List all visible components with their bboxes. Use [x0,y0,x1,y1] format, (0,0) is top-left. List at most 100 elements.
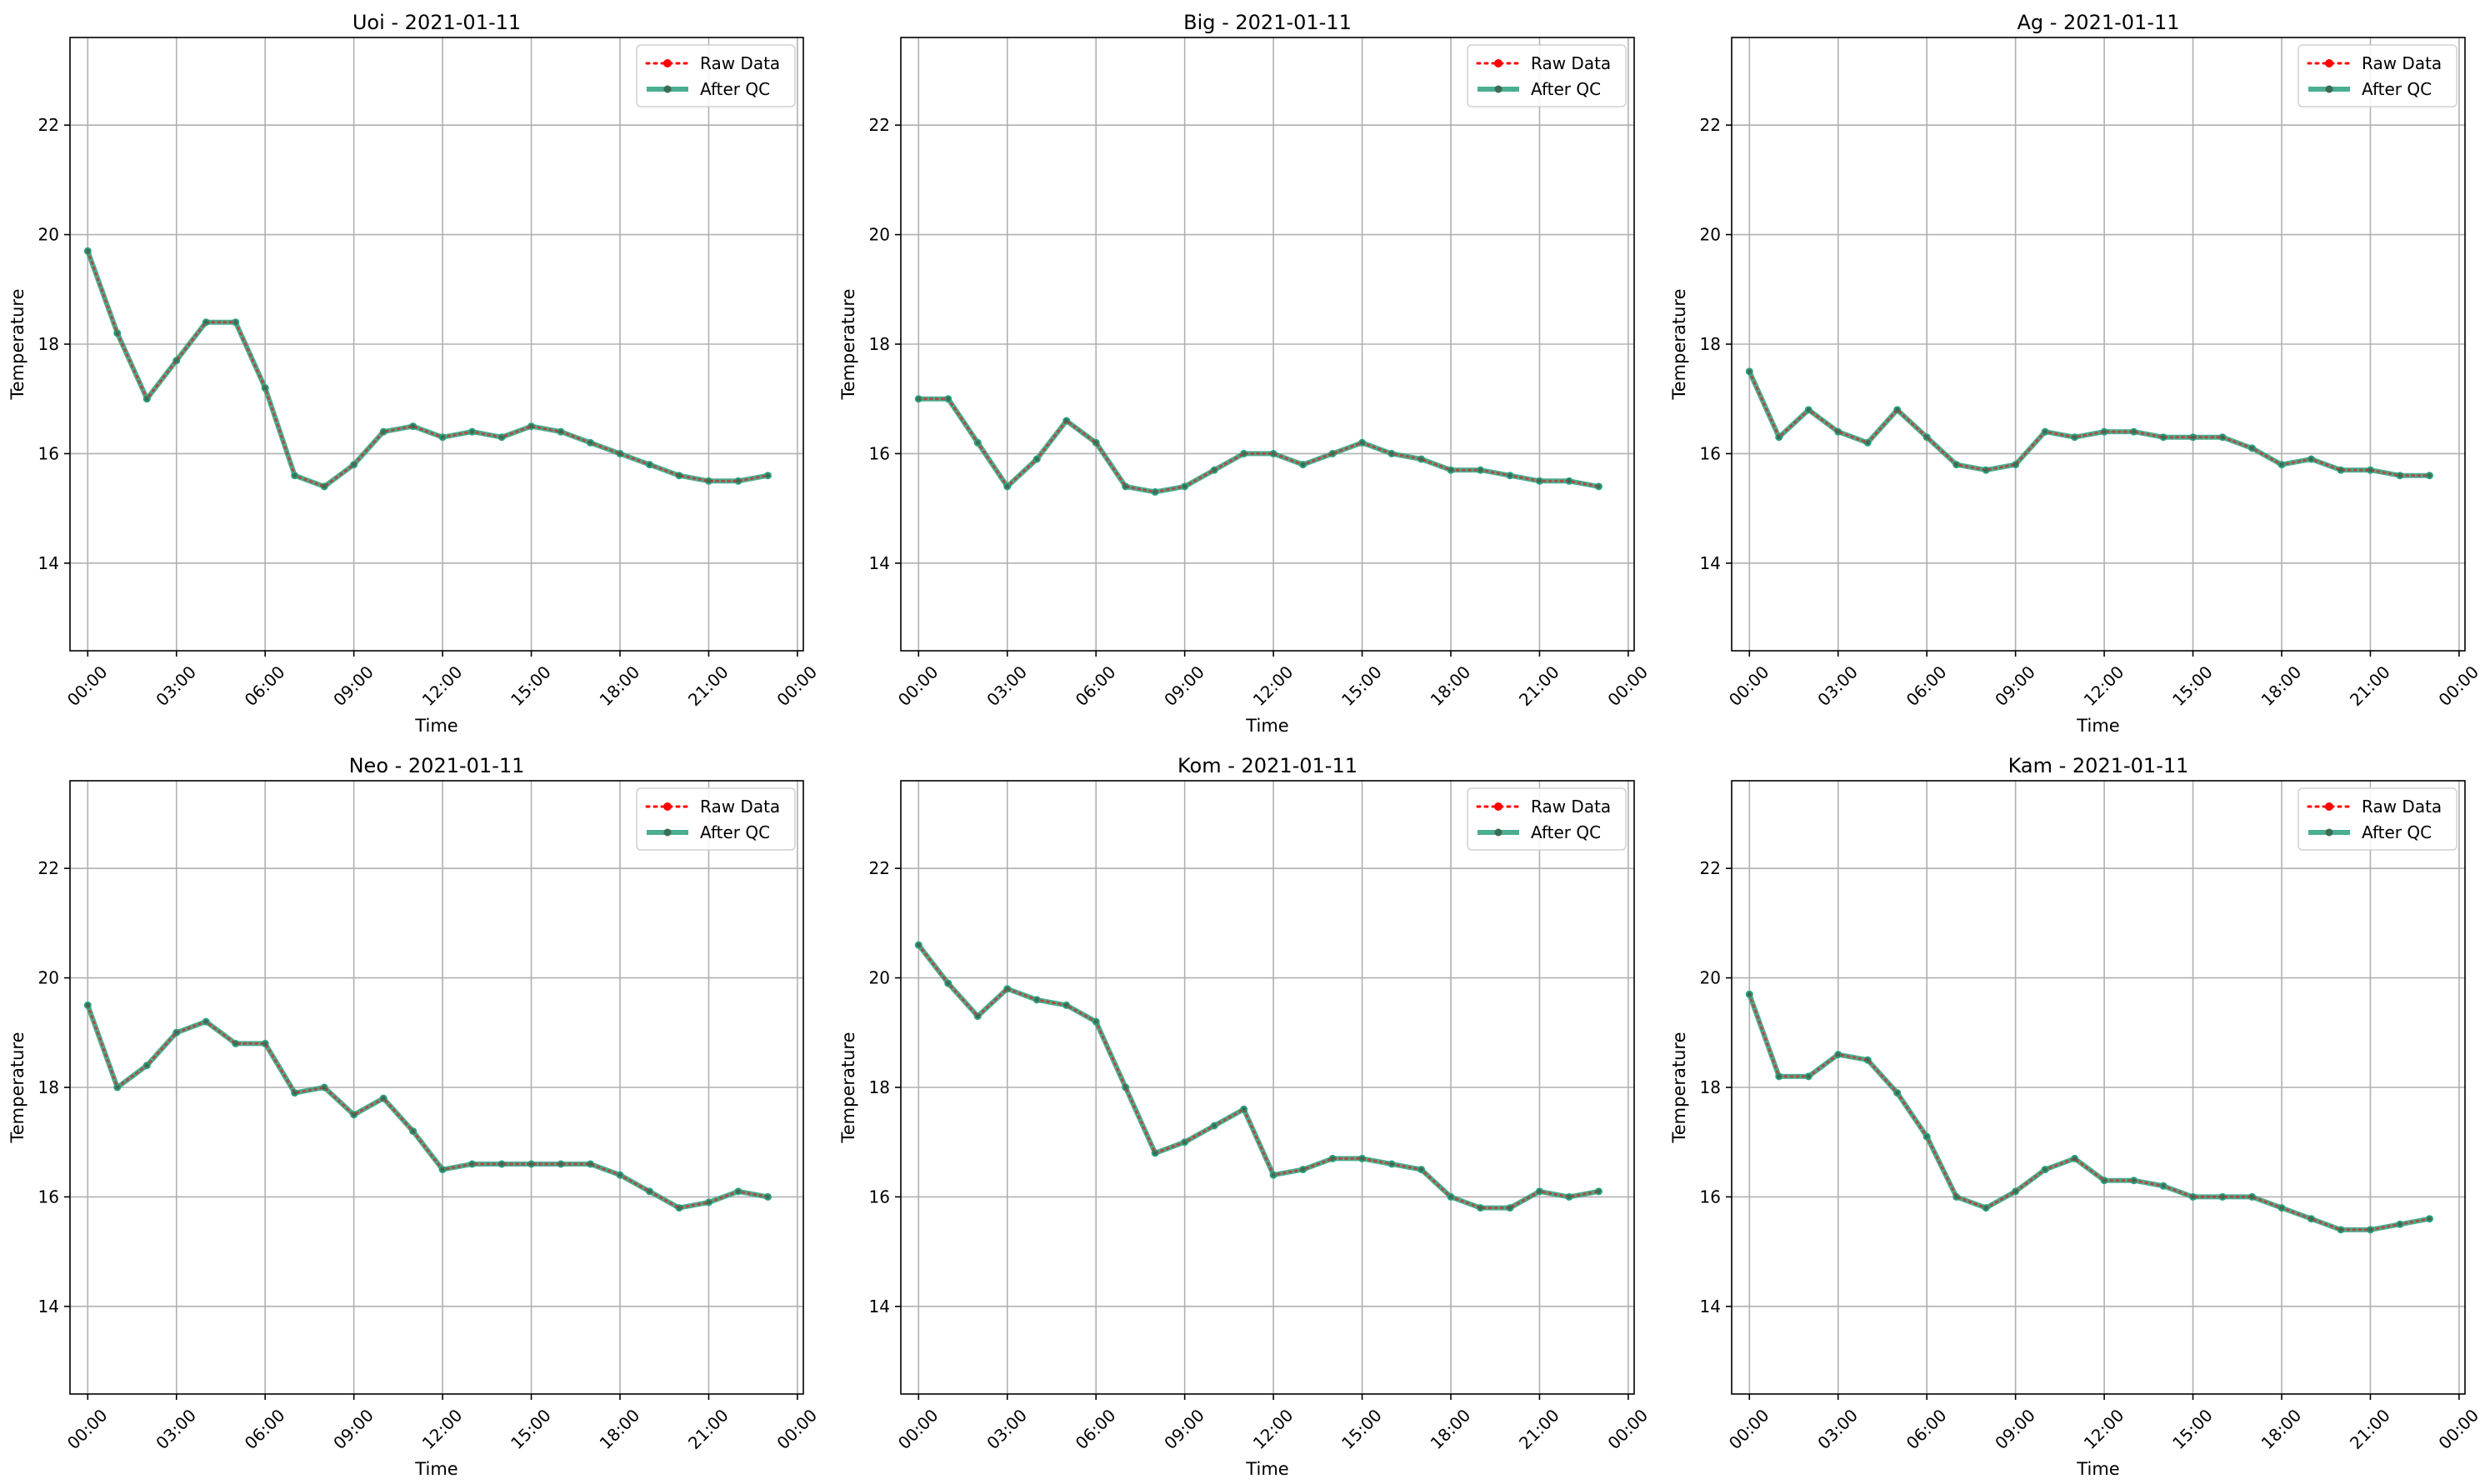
x-tick-label: 18:00 [596,1405,644,1453]
y-tick-label: 18 [38,1077,59,1097]
point-raw-data [558,429,563,434]
legend-marker-raw-data [1494,802,1502,811]
grid [901,37,1634,651]
legend: Raw Data After QC [636,787,796,851]
x-tick-label: 15:00 [1338,1405,1386,1453]
point-raw-data [1360,1156,1365,1161]
legend-marker-after-qc [1494,828,1502,837]
point-raw-data [322,484,327,489]
point-raw-data [411,1129,416,1134]
point-raw-data [916,942,921,947]
x-tick-label: 03:00 [152,1405,200,1453]
point-raw-data [1478,1206,1482,1211]
x-tick-label: 03:00 [982,662,1031,710]
point-raw-data [322,1085,327,1090]
point-raw-data [2102,1178,2107,1183]
x-tick-label: 00:00 [2434,1405,2482,1453]
x-tick-label: 18:00 [596,662,644,710]
x-tick-label: 12:00 [418,662,467,710]
point-raw-data [203,1019,208,1024]
point-raw-data [975,440,980,445]
point-raw-data [706,1200,711,1205]
point-raw-data [1123,1085,1128,1090]
series-line-after-qc [85,248,771,489]
point-raw-data [1330,451,1335,456]
point-raw-data [2279,1206,2284,1211]
y-tick-label: 16 [38,443,59,463]
point-raw-data [2308,457,2313,462]
y-axis-label: Temperature [838,1032,858,1143]
point-raw-data [1895,1091,1900,1096]
x-tick-label: 09:00 [329,662,378,710]
y-tick-label: 16 [1700,443,1721,463]
point-raw-data [2161,1183,2166,1188]
legend-label-after-qc: After QC [700,79,770,99]
axes-frame [69,780,804,1395]
series-line-raw-data [1748,370,2431,477]
chart-panel-1: Uoi - 2021-01-11 14 16 18 20 22 00:00 03:00 06:0… [8,11,821,736]
point-raw-data [2368,1227,2372,1232]
point-raw-data [1983,467,1988,472]
point-raw-data [1034,997,1039,1002]
legend-label-after-qc: After QC [1531,79,1601,99]
x-axis-label: Time [2076,716,2119,736]
x-tick-label: 15:00 [1338,662,1386,710]
point-raw-data [588,1162,593,1167]
x-tick-label: 12:00 [2080,662,2128,710]
x-tick-label: 03:00 [1813,1405,1862,1453]
x-tick-label: 18:00 [2258,1405,2306,1453]
y-axis-label: Temperature [1669,288,1689,400]
chart-title: Kam - 2021-01-11 [2008,754,2189,777]
point-raw-data [233,320,238,325]
series-line-raw-data [1748,992,2431,1232]
point-raw-data [470,429,475,434]
point-raw-data [381,429,386,434]
point-raw-data [1448,467,1453,472]
x-tick-label: 21:00 [684,1405,732,1453]
point-raw-data [1596,484,1601,489]
x-axis-label: Time [2076,1459,2119,1479]
x-axis-label: Time [1245,716,1288,736]
point-raw-data [2338,467,2343,472]
axes-frame [69,37,804,652]
point-raw-data [1537,478,1542,483]
series-line-raw-data [917,943,1600,1210]
x-tick-label: 15:00 [507,1405,555,1453]
y-tick-label: 20 [1700,225,1721,245]
grid [901,781,1634,1394]
point-raw-data [2191,1194,2196,1199]
point-raw-data [1152,489,1158,494]
point-raw-data [85,248,90,253]
point-raw-data [2308,1217,2313,1222]
x-tick-label: 00:00 [1603,1405,1652,1453]
legend-marker-raw-data [663,802,672,811]
y-tick-label: 18 [1700,334,1721,354]
point-raw-data [174,1030,179,1035]
y-tick-label: 22 [1700,858,1721,878]
y-tick-label: 22 [1700,115,1721,135]
point-raw-data [1005,484,1010,489]
grid [70,37,803,651]
legend-label-after-qc: After QC [1531,822,1601,842]
point-raw-data [115,1085,120,1090]
point-raw-data [2102,429,2107,434]
point-raw-data [765,1194,770,1199]
x-tick-label: 06:00 [1902,662,1951,710]
x-tick-label: 06:00 [1072,1405,1120,1453]
point-raw-data [765,473,770,478]
legend-marker-after-qc [1494,85,1502,93]
y-tick-label: 20 [38,225,59,245]
point-raw-data [1895,407,1900,412]
x-tick-label: 18:00 [1427,1405,1475,1453]
y-tick-label: 22 [869,858,890,878]
point-raw-data [588,440,593,445]
y-tick-label: 20 [1700,968,1721,988]
point-raw-data [1954,1194,1959,1199]
point-raw-data [2042,1167,2048,1172]
point-raw-data [975,1014,980,1019]
point-raw-data [440,435,445,440]
x-tick-label: 00:00 [1725,1405,1773,1453]
y-axis-label: Temperature [1669,1032,1689,1143]
point-raw-data [262,1041,268,1046]
